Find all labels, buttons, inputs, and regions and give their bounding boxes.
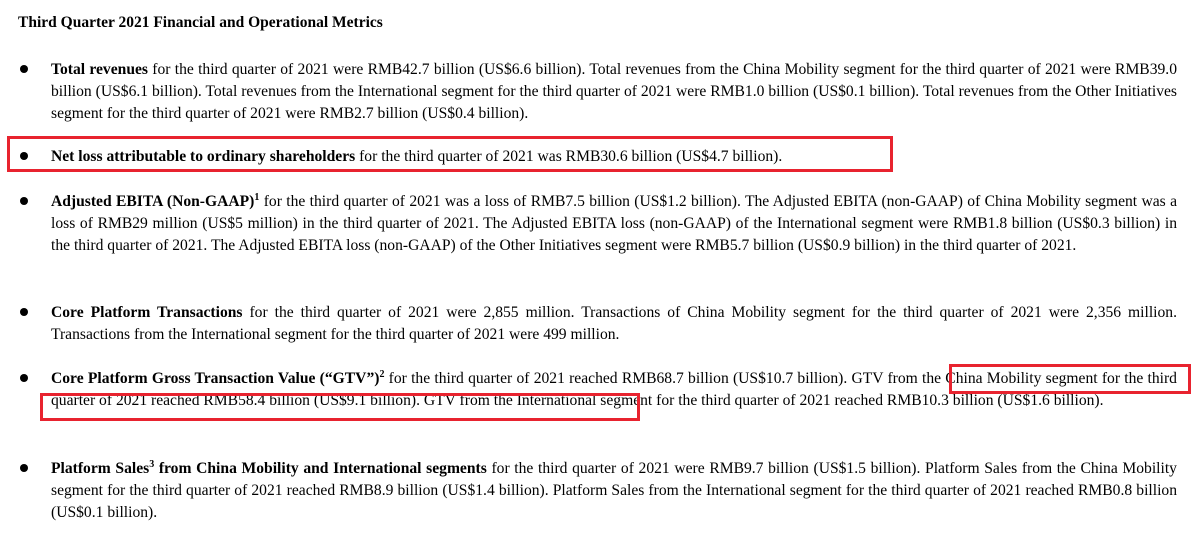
bullet-net-loss: Net loss attributable to ordinary shareh… [20,146,1177,168]
bullet-lead: Core Platform Gross Transaction Value (“… [51,370,380,387]
bullet-lead: Net loss attributable to ordinary shareh… [51,148,356,165]
bullet-platform-sales: Platform Sales3 from China Mobility and … [20,458,1177,524]
bullet-core-platform-transactions: Core Platform Transactions for the third… [20,302,1177,346]
footnote-marker: 1 [254,191,260,203]
footnote-marker: 3 [149,458,155,470]
bullet-total-revenues: Total revenues for the third quarter of … [20,59,1177,125]
bullet-text: for the third quarter of 2021 were 2,855… [51,304,1177,343]
bullet-gtv: Core Platform Gross Transaction Value (“… [20,368,1177,412]
bullet-text: for the third quarter of 2021 was a loss… [51,193,1177,254]
bullet-text: for the third quarter of 2021 were RMB42… [51,61,1177,122]
bullet-lead: Platform Sales [51,460,150,477]
footnote-marker: 2 [379,368,385,380]
bullet-lead: Total revenues [51,61,148,78]
bullet-adjusted-ebita: Adjusted EBITA (Non-GAAP)1 for the third… [20,191,1177,257]
page-heading: Third Quarter 2021 Financial and Operati… [18,14,383,31]
bullet-text: for the third quarter of 2021 were RMB9.… [51,460,1177,521]
bullet-text: for the third quarter of 2021 reached RM… [51,370,1177,409]
bullet-text: for the third quarter of 2021 was RMB30.… [355,148,783,165]
bullet-lead-continued: from China Mobility and International se… [154,460,487,477]
bullet-lead: Core Platform Transactions [51,304,243,321]
bullet-lead: Adjusted EBITA (Non-GAAP) [51,193,255,210]
